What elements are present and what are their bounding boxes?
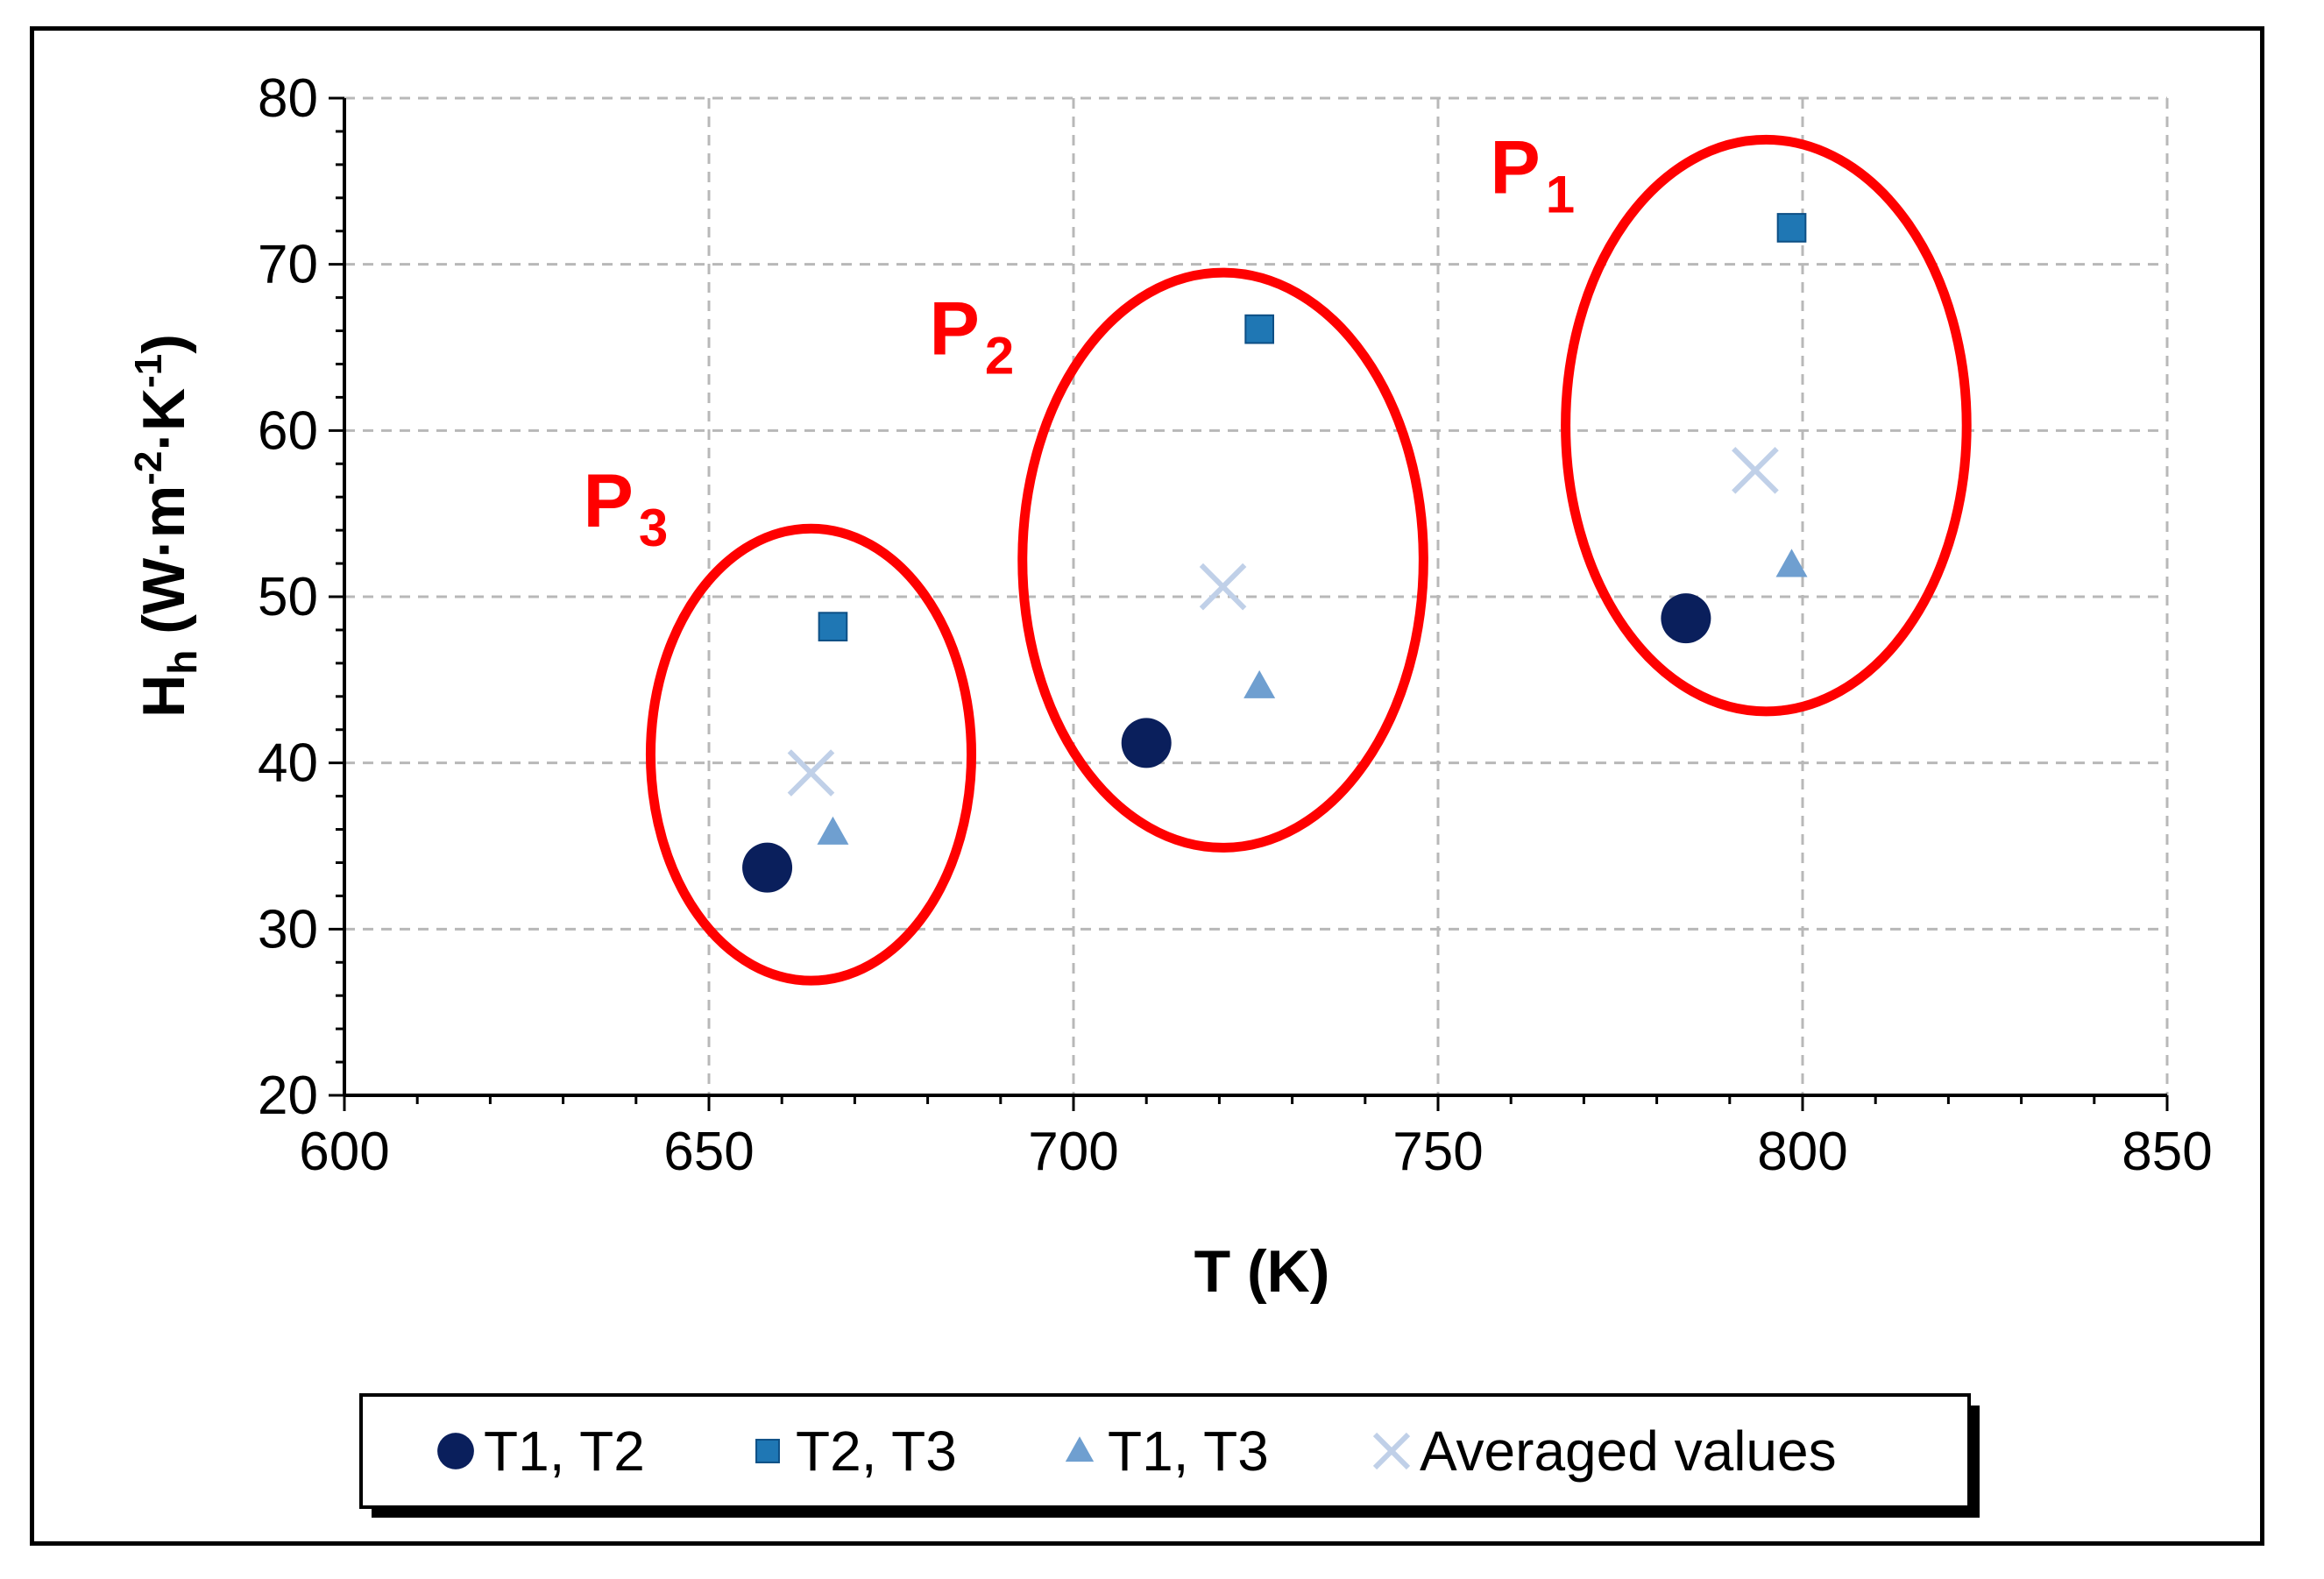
tick-labels: 20 30 40 50 60 70 80 600 650 700 750 800 850 <box>258 68 2213 1182</box>
group-ellipse-p2 <box>1017 267 1428 853</box>
y-tick-label: 60 <box>258 400 318 461</box>
legend-marker <box>437 1433 474 1469</box>
legend-item: T2, T3 <box>755 1420 957 1483</box>
y-tick-label: 80 <box>258 68 318 129</box>
y-axis-label-sub: h <box>159 650 205 675</box>
marker-x-stroke <box>1199 563 1247 611</box>
y-axis-label: Hh (W·m-2·K-1) <box>127 334 205 718</box>
group-ellipse-p1 <box>1561 134 1972 717</box>
data-point-series1 <box>1121 718 1172 768</box>
y-tick-label: 20 <box>258 1066 318 1126</box>
legend-label: Averaged values <box>1420 1420 1837 1483</box>
figure-frame <box>30 26 2264 1546</box>
x-tick-label: 650 <box>663 1122 754 1182</box>
x-axis-label: T (K) <box>1194 1238 1330 1305</box>
group-label-subscript: 2 <box>985 326 1014 385</box>
x-tick-label: 750 <box>1392 1122 1483 1182</box>
data-point-series4 <box>787 749 835 797</box>
group-ellipses: P 1P 2P 3 <box>583 126 1972 986</box>
data-point-series3 <box>1775 549 1808 577</box>
data-point-series4 <box>1199 563 1247 611</box>
y-axis-label-rest: (W·m <box>131 485 197 634</box>
y-axis-label-exp1: -2 <box>127 451 170 485</box>
legend-item: T1, T2 <box>437 1420 645 1483</box>
data-point-series2 <box>1776 213 1807 243</box>
legend-marker <box>1372 1432 1411 1470</box>
legend-item: T1, T3 <box>1065 1420 1269 1483</box>
legend: T1, T2 T2, T3 T1, T3 Averaged values <box>359 1393 1980 1518</box>
data-points <box>742 213 1808 893</box>
y-tick-label: 30 <box>258 899 318 959</box>
grid-lines <box>344 96 2169 1095</box>
group-ellipse-p3 <box>645 523 977 986</box>
x-tick-label: 700 <box>1028 1122 1118 1182</box>
data-point-series2 <box>1244 314 1274 344</box>
marker-x-stroke <box>787 749 835 797</box>
legend-marker <box>1065 1436 1095 1462</box>
y-axis-label-main: H <box>131 675 197 718</box>
group-label-letter: P <box>1490 126 1540 210</box>
group-label-letter: P <box>583 459 633 543</box>
group-label-subscript: 1 <box>1546 166 1575 224</box>
y-tick-label: 50 <box>258 567 318 627</box>
data-point-series1 <box>742 842 793 893</box>
group-label-subscript: 3 <box>639 499 668 557</box>
y-tick-label: 40 <box>258 733 318 794</box>
x-tick-label: 600 <box>299 1122 389 1182</box>
x-tick-label: 850 <box>2122 1122 2212 1182</box>
data-point-series3 <box>1243 669 1276 698</box>
y-axis-label-end: ) <box>131 334 197 354</box>
data-point-series2 <box>818 612 848 641</box>
data-point-series4 <box>1732 447 1779 494</box>
data-point-series1 <box>1661 593 1711 644</box>
data-point-series3 <box>817 816 849 845</box>
group-label-letter: P <box>930 287 980 371</box>
y-axis-label-exp2: -1 <box>127 354 170 388</box>
y-tick-label: 70 <box>258 235 318 295</box>
marker-x-stroke <box>1372 1432 1411 1470</box>
x-tick-label: 800 <box>1757 1122 1847 1182</box>
marker-x-stroke <box>1732 447 1779 494</box>
legend-label: T1, T3 <box>1108 1420 1269 1483</box>
legend-marker <box>755 1439 780 1463</box>
legend-label: T2, T3 <box>796 1420 957 1483</box>
y-axis-label-mid: ·K <box>131 388 197 451</box>
legend-box <box>359 1393 1971 1509</box>
legend-item: Averaged values <box>1372 1420 1837 1483</box>
axes <box>329 96 2169 1111</box>
legend-label: T1, T2 <box>484 1420 645 1483</box>
